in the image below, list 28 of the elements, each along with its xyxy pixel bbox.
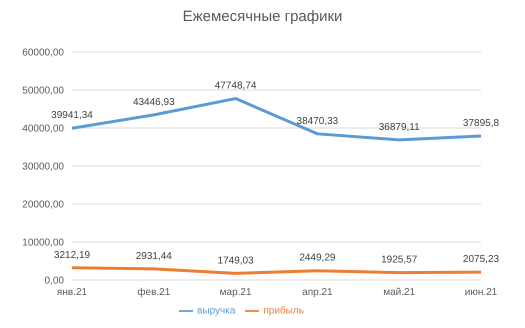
data-label: 1925,57 — [381, 254, 418, 266]
chart-title: Ежемесячные графики — [182, 8, 344, 27]
data-label: 43446,93 — [132, 96, 176, 108]
y-tick-label: 40000,00 — [22, 124, 64, 135]
legend-label: выручка — [197, 306, 236, 317]
data-label: 39941,34 — [51, 110, 94, 122]
legend-label: прибыль — [263, 306, 304, 317]
data-label: 37895,8 — [462, 118, 500, 129]
y-tick-label: 0,00 — [44, 276, 64, 287]
x-tick-label: фев.21 — [137, 287, 171, 298]
data-label: 1749,03 — [218, 255, 254, 266]
data-label: 2449,29 — [299, 252, 336, 264]
y-tick-label: 60000,00 — [22, 48, 64, 59]
data-label: 2075,23 — [462, 254, 500, 266]
y-tick-label: 30000,00 — [22, 162, 64, 173]
data-label: 2931,44 — [136, 250, 172, 262]
x-tick-label: мар.21 — [220, 287, 252, 298]
y-tick-label: 10000,00 — [22, 238, 64, 249]
data-label: 36879,11 — [378, 122, 420, 133]
data-label: 47748,74 — [214, 80, 257, 92]
x-tick-label: янв.21 — [56, 287, 88, 298]
x-tick-label: май.21 — [383, 287, 416, 298]
y-tick-label: 20000,00 — [22, 200, 64, 211]
y-tick-label: 50000,00 — [22, 86, 64, 97]
x-tick-label: апр.21 — [302, 287, 334, 298]
data-label: 38470,33 — [296, 116, 339, 127]
data-label: 3212,19 — [54, 250, 91, 261]
x-tick-label: июн.21 — [464, 287, 498, 298]
